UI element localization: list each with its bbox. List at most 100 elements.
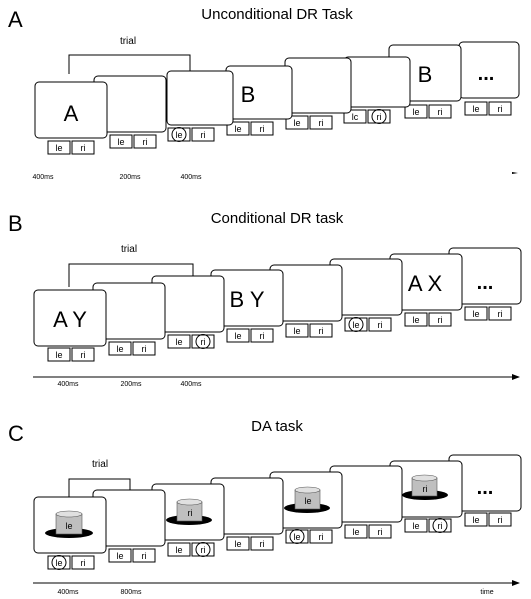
panel-b-screen-3: le ri (151, 275, 225, 349)
panel-a-key-left: le (175, 130, 182, 140)
panel-a-screen-2: le ri (93, 75, 167, 149)
panel-b-keys-5: le ri (285, 323, 333, 338)
panel-b-stim-8: ... (477, 272, 494, 294)
panel-b-screen-7: A X le ri (389, 253, 463, 327)
object-on-plate-5: le (284, 486, 330, 513)
panel-b-screen-6: le ri (329, 258, 403, 332)
panel-b: B Conditional DR task trial ... le ri A … (8, 210, 522, 388)
panel-c: C DA task trial ... le ri ri (8, 418, 522, 596)
panel-b-key-left: le (175, 337, 182, 347)
panel-c-keys-7: le ri (404, 518, 452, 533)
panel-a-key-left: le (55, 143, 62, 153)
panel-b-key-right: ri (81, 350, 86, 360)
panel-c-screen-1: le le ri (33, 496, 107, 570)
object-label-5: le (304, 496, 311, 506)
panel-b-time-3: 400ms (180, 381, 202, 388)
panel-b-screen-1: A Y le ri (33, 289, 107, 362)
panel-b-keys-7: le ri (404, 312, 452, 327)
panel-a-time-3: 400ms (180, 174, 202, 181)
panel-c-trial-bracket: trial (68, 459, 131, 498)
object-label-3: ri (188, 508, 193, 518)
panel-c-key-left: le (116, 551, 123, 561)
panel-a-stim-7: B (418, 62, 433, 87)
panel-a-key-right: ri (498, 104, 503, 114)
panel-c-key-left: le (55, 558, 62, 568)
panel-c-keys-6: le ri (344, 524, 392, 539)
panel-b-trial-label: trial (121, 244, 137, 255)
panel-a-key-right: ri (438, 107, 443, 117)
panel-a-keys-6: lc ri (343, 109, 391, 124)
panel-a-screen-8: ... le ri (458, 41, 520, 116)
panel-b-stim-1: A Y (53, 307, 87, 332)
panel-c-screen-5: le le ri (269, 471, 343, 544)
panel-b-keys-3: le ri (167, 334, 215, 349)
selection-circle (348, 317, 364, 332)
panel-b-key-right: ri (142, 344, 147, 354)
object-label-1: le (65, 521, 72, 531)
panel-c-key-right: ri (81, 558, 86, 568)
panel-a-title: Unconditional DR Task (201, 6, 353, 23)
panel-a-trial-bracket: trial (68, 36, 191, 74)
panel-b-time-1: 400ms (57, 381, 79, 388)
panel-b-key-left: le (472, 309, 479, 319)
panel-b-key-left: le (55, 350, 62, 360)
object-label-7: ri (423, 484, 428, 494)
panel-b-key-left: le (116, 344, 123, 354)
panel-a-key-right: ri (201, 130, 206, 140)
panel-b-key-left: le (234, 331, 241, 341)
panel-c-screen-3: ri le ri (151, 483, 225, 557)
panel-a-key-right: ri (143, 137, 148, 147)
panel-a-keys-7: le ri (404, 104, 452, 119)
panel-c-screen-8: ... le ri (448, 454, 522, 527)
panel-c-key-right: ri (260, 539, 265, 549)
panel-b-screen-2: le ri (92, 282, 166, 356)
panel-b-key-left: le (293, 326, 300, 336)
panel-c-time-1: 400ms (57, 589, 79, 596)
panel-a-key-right: ri (260, 124, 265, 134)
panel-a-key-left: le (117, 137, 124, 147)
panel-a-key-left: le (472, 104, 479, 114)
panel-a-screen-1: A le ri (34, 81, 108, 155)
selection-circle (195, 542, 211, 557)
panel-a-keys-3: le ri (167, 127, 215, 142)
panel-c-time-axis-label: time (480, 589, 493, 596)
panel-c-key-right: ri (438, 521, 443, 531)
panel-a-key-left: le (412, 107, 419, 117)
selection-circle (371, 109, 387, 124)
panel-a-screen-5: le ri (284, 57, 352, 130)
panel-b-stim-4: B Y (229, 287, 264, 312)
panel-c-key-right: ri (142, 551, 147, 561)
panel-b-letter: B (8, 211, 23, 236)
panel-a-key-right: ri (319, 118, 324, 128)
panel-b-key-right: ri (438, 315, 443, 325)
panel-c-key-right: ri (498, 515, 503, 525)
panel-b-stim-7: A X (408, 271, 443, 296)
panel-c-key-left: le (293, 532, 300, 542)
panel-a-stim-1: A (64, 101, 79, 126)
panel-a-key-right: ri (81, 143, 86, 153)
panel-a-keys-5: le ri (285, 115, 333, 130)
panel-c-key-left: le (472, 515, 479, 525)
panel-c-keys-5: le ri (285, 529, 333, 544)
panel-c-key-left: le (352, 527, 359, 537)
panel-b-key-left: le (412, 315, 419, 325)
panel-a-key-left: le (234, 124, 241, 134)
panel-b-key-right: ri (378, 320, 383, 330)
panel-c-trial-label: trial (92, 459, 108, 470)
panel-c-keys-1: le ri (47, 555, 95, 570)
panel-b-key-left: le (352, 320, 359, 330)
panel-b-title: Conditional DR task (211, 210, 344, 227)
panel-c-screen-7: ri le ri (389, 460, 463, 533)
selection-circle (289, 529, 305, 544)
panel-c-letter: C (8, 421, 24, 446)
panel-c-stim-8: ... (477, 477, 494, 499)
selection-circle (195, 334, 211, 349)
panel-a-time-1: 400ms (32, 174, 54, 181)
panel-a-stim-8: ... (478, 63, 495, 85)
panel-b-key-right: ri (319, 326, 324, 336)
panel-a-keys-8: le ri (464, 101, 512, 116)
selection-circle (171, 127, 187, 142)
panel-a-screen-6: lc ri (343, 56, 411, 124)
panel-b-key-right: ri (498, 309, 503, 319)
